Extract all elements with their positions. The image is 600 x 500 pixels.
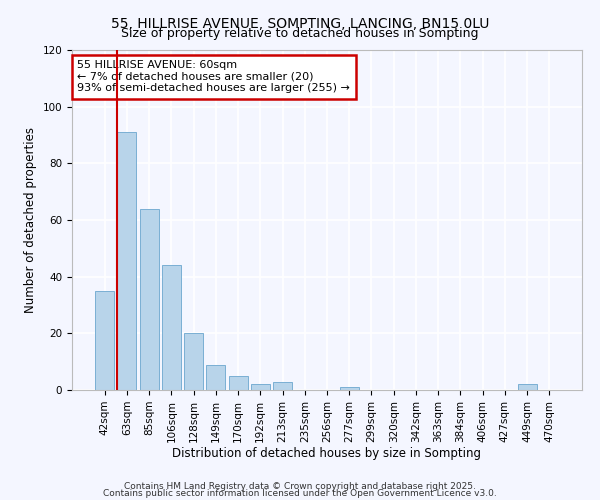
Y-axis label: Number of detached properties: Number of detached properties xyxy=(24,127,37,313)
Text: 55, HILLRISE AVENUE, SOMPTING, LANCING, BN15 0LU: 55, HILLRISE AVENUE, SOMPTING, LANCING, … xyxy=(111,18,489,32)
Bar xyxy=(273,382,292,390)
Text: Contains public sector information licensed under the Open Government Licence v3: Contains public sector information licen… xyxy=(103,490,497,498)
Bar xyxy=(340,387,359,390)
Bar xyxy=(229,376,248,390)
Bar xyxy=(95,291,114,390)
Text: 55 HILLRISE AVENUE: 60sqm
← 7% of detached houses are smaller (20)
93% of semi-d: 55 HILLRISE AVENUE: 60sqm ← 7% of detach… xyxy=(77,60,350,94)
Bar xyxy=(162,266,181,390)
Text: Contains HM Land Registry data © Crown copyright and database right 2025.: Contains HM Land Registry data © Crown c… xyxy=(124,482,476,491)
Bar xyxy=(251,384,270,390)
Bar xyxy=(206,364,225,390)
Bar xyxy=(140,208,158,390)
Bar xyxy=(184,334,203,390)
X-axis label: Distribution of detached houses by size in Sompting: Distribution of detached houses by size … xyxy=(173,448,482,460)
Bar xyxy=(118,132,136,390)
Bar xyxy=(518,384,536,390)
Text: Size of property relative to detached houses in Sompting: Size of property relative to detached ho… xyxy=(121,28,479,40)
